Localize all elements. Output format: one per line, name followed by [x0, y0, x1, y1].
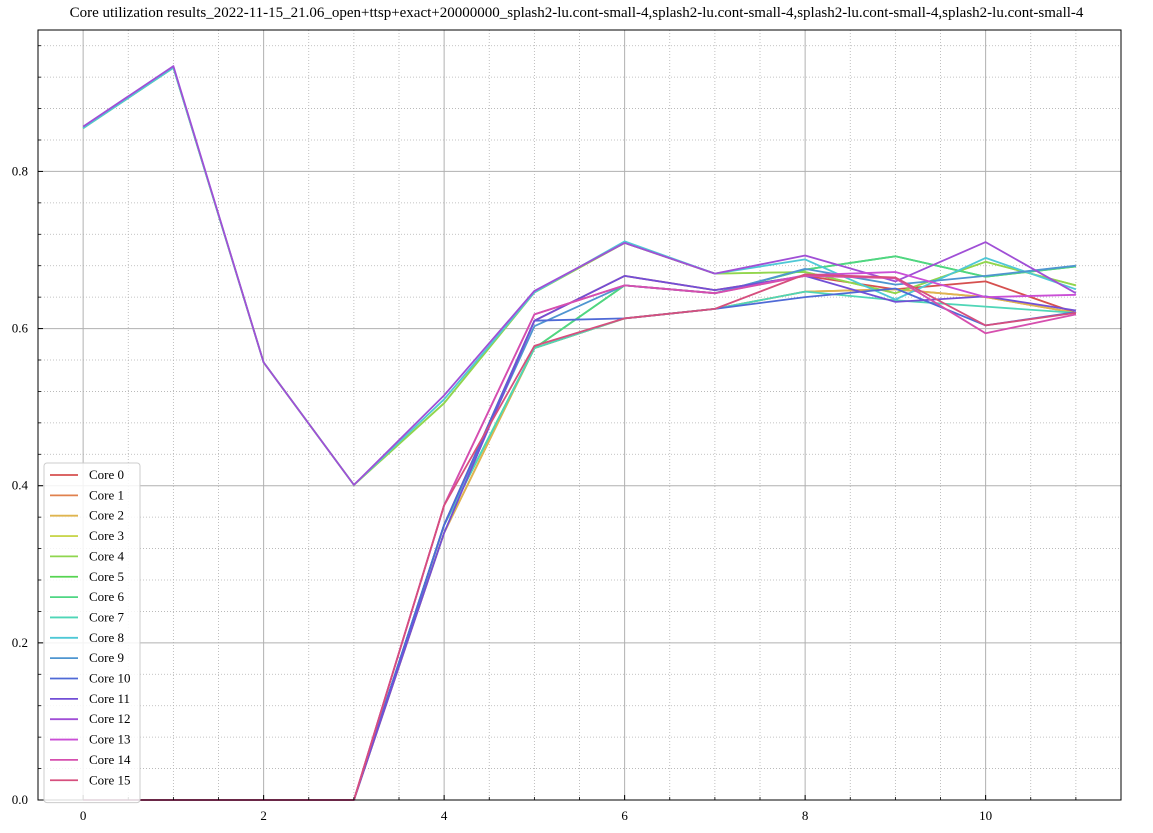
series-lines: [82, 65, 1077, 801]
legend-label-core-13: Core 13: [89, 732, 131, 747]
legend-label-core-14: Core 14: [89, 752, 131, 767]
series-line-core-12: [82, 65, 1077, 486]
chart-title: Core utilization results_2022-11-15_21.0…: [69, 5, 1084, 21]
legend-label-core-3: Core 3: [89, 528, 124, 543]
legend-label-core-12: Core 12: [89, 711, 131, 726]
legend-label-core-0: Core 0: [89, 467, 124, 482]
legend-label-core-5: Core 5: [89, 569, 124, 584]
legend: Core 0 Core 1 Core 2 Core 3 Core 4 Core 5 Core…: [43, 462, 141, 804]
legend-box: [43, 462, 141, 804]
x-tick-label: 0: [80, 808, 87, 823]
minor-grid: [37, 30, 1122, 800]
legend-label-core-7: Core 7: [89, 609, 125, 624]
x-tick-label: 4: [441, 808, 448, 823]
x-tick-label: 8: [802, 808, 809, 823]
legend-label-core-10: Core 10: [89, 671, 131, 686]
y-tick-label: 0.4: [12, 478, 29, 493]
axis-ticks: 0 2 4 6 8 10 0.0 0.2 0.4 0.6 0.8: [12, 45, 1122, 823]
legend-label-core-2: Core 2: [89, 508, 124, 523]
legend-label-core-11: Core 11: [89, 691, 130, 706]
legend-label-core-15: Core 15: [89, 772, 131, 787]
x-tick-label: 10: [979, 808, 992, 823]
legend-label-core-9: Core 9: [89, 650, 124, 665]
y-tick-label: 0.2: [12, 635, 28, 650]
y-tick-label: 0.0: [12, 792, 28, 807]
x-tick-label: 6: [621, 808, 628, 823]
legend-label-core-8: Core 8: [89, 630, 124, 645]
legend-label-core-6: Core 6: [89, 589, 125, 604]
y-tick-label: 0.8: [12, 163, 28, 178]
legend-label-core-1: Core 1: [89, 487, 124, 502]
legend-label-core-4: Core 4: [89, 548, 125, 563]
x-tick-label: 2: [260, 808, 267, 823]
y-tick-label: 0.6: [12, 321, 29, 336]
